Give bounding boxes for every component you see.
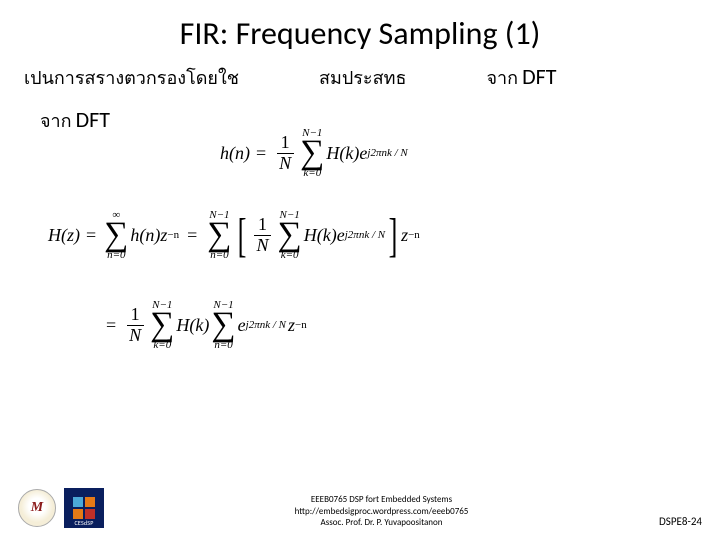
eq1-sum-bot: k=0 — [303, 168, 321, 179]
intro-thai-2: สมประสทธ — [319, 63, 406, 92]
sigma-icon: ∑ — [278, 221, 302, 250]
eq3-frac: 1 N — [125, 305, 145, 346]
eq2-frac-num: 1 — [254, 215, 271, 236]
eq1-lhs: h(n) — [220, 143, 250, 164]
intro-dft: DFT — [522, 63, 556, 90]
equation-2: H(z) = ∞ ∑ n=0 h(n)z−n = N−1 ∑ n=0 [ 1 N… — [48, 210, 420, 261]
cesdsp-logo-label: CESdSP — [64, 519, 104, 527]
eq1-frac-den: N — [275, 154, 295, 174]
eq3-expE: j2πnk / N — [246, 319, 286, 331]
eq2-sumB: N−1 ∑ n=0 — [207, 210, 231, 261]
cesdsp-logo-icon: CESdSP — [64, 488, 104, 528]
eq3-expZ: −n — [295, 319, 307, 331]
eq2-z: z — [401, 225, 408, 246]
eq3-sumA: N−1 ∑ k=0 — [150, 300, 174, 351]
eq1-hk: H(k)e — [326, 143, 367, 164]
footer: M CESdSP EEEB0765 DSP fort Embedded Syst… — [0, 488, 720, 528]
eq3-eq: = — [106, 315, 116, 336]
eq1-equals: = — [256, 143, 266, 164]
eq2-eq1: = — [86, 225, 96, 246]
eq2-frac-den: N — [253, 236, 273, 256]
eq2-sumA: ∞ ∑ n=0 — [104, 210, 128, 261]
intro-line: เปนการสรางตวกรองโดยใช สมประสทธ จาก DFT — [0, 63, 720, 92]
eq3-e: e — [238, 315, 246, 336]
sigma-icon: ∑ — [300, 139, 324, 168]
eq2-hk: H(k)e — [304, 225, 345, 246]
equation-1: h(n) = 1 N N−1 ∑ k=0 H(k)ej2πnk / N — [220, 128, 408, 179]
eq3-sumA-bot: k=0 — [153, 340, 171, 351]
eq2-lhs: H(z) — [48, 225, 80, 246]
slide-number: DSPE8-24 — [659, 515, 702, 528]
sigma-icon: ∑ — [104, 221, 128, 250]
eq2-expA: −n — [167, 229, 179, 241]
eq3-frac-num: 1 — [127, 305, 144, 326]
footer-line-2: http://embedsigproc.wordpress.com/eeeb07… — [104, 506, 659, 517]
sigma-icon: ∑ — [150, 311, 174, 340]
cesdsp-logo-grid — [73, 497, 95, 519]
eq1-sum: N−1 ∑ k=0 — [300, 128, 324, 179]
intro-thai-1: เปนการสรางตวกรองโดยใช — [24, 63, 239, 92]
eq3-frac-den: N — [125, 326, 145, 346]
footer-line-1: EEEB0765 DSP fort Embedded Systems — [104, 494, 659, 505]
eq2-sumA-bot: n=0 — [107, 250, 125, 261]
eq2-sumC-bot: k=0 — [281, 250, 299, 261]
eq2-expZ: −n — [408, 229, 420, 241]
right-bracket-icon: ] — [389, 214, 398, 257]
footer-line-3: Assoc. Prof. Dr. P. Yuvapoositanon — [104, 517, 659, 528]
left-bracket-icon: [ — [237, 214, 246, 257]
eq2-frac: 1 N — [253, 215, 273, 256]
eq3-z: z — [288, 315, 295, 336]
intro-thai-3-wrap: จาก DFT — [466, 63, 556, 92]
eq2-sumC: N−1 ∑ k=0 — [278, 210, 302, 261]
eq2-expC: j2πnk / N — [345, 229, 385, 241]
from-thai: จาก — [40, 110, 72, 132]
eq2-hn: h(n)z — [130, 225, 167, 246]
eq3-sumB-bot: n=0 — [214, 340, 232, 351]
eq2-eq2: = — [187, 225, 197, 246]
footer-center: EEEB0765 DSP fort Embedded Systems http:… — [104, 494, 659, 528]
sigma-icon: ∑ — [211, 311, 235, 340]
eq2-sumB-bot: n=0 — [210, 250, 228, 261]
intro-thai-3: จาก — [486, 68, 518, 88]
university-logo-icon: M — [18, 489, 56, 527]
footer-logos: M CESdSP — [18, 488, 104, 528]
from-dft: DFT — [76, 106, 110, 133]
eq3-hk: H(k) — [176, 315, 209, 336]
from-dft-wrap: จาก DFT — [40, 106, 110, 135]
eq1-exp: j2πnk / N — [367, 147, 407, 159]
equation-3: = 1 N N−1 ∑ k=0 H(k) N−1 ∑ n=0 ej2πnk / … — [100, 300, 307, 351]
eq3-sumB: N−1 ∑ n=0 — [211, 300, 235, 351]
page-title: FIR: Frequency Sampling (1) — [0, 0, 720, 63]
eq1-frac: 1 N — [275, 133, 295, 174]
eq1-frac-num: 1 — [277, 133, 294, 154]
sigma-icon: ∑ — [207, 221, 231, 250]
